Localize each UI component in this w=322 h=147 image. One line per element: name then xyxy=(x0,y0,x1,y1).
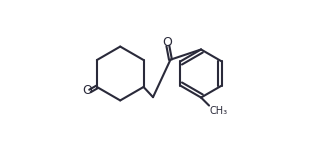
Text: O: O xyxy=(162,36,172,49)
Text: CH₃: CH₃ xyxy=(210,106,228,116)
Text: O: O xyxy=(82,85,92,97)
